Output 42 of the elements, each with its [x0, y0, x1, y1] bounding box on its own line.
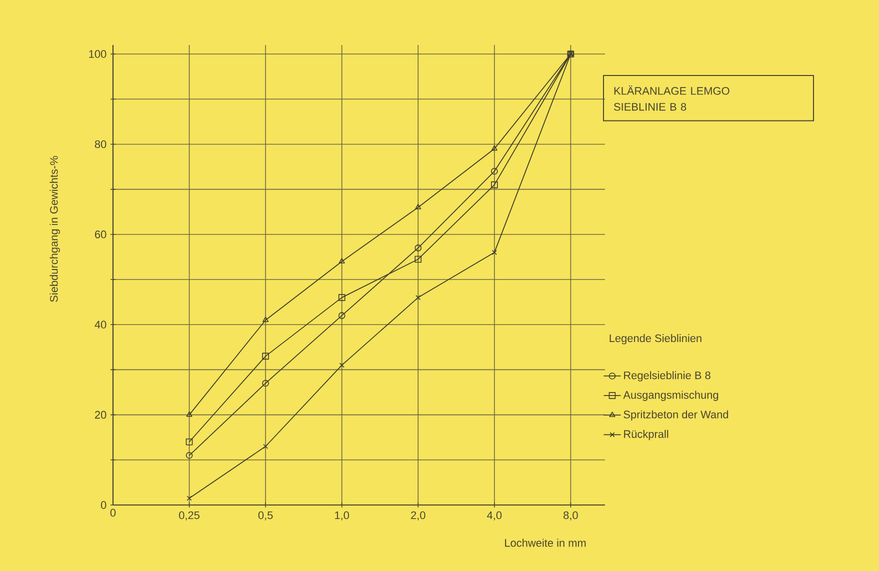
point [262, 316, 269, 322]
point [414, 244, 422, 252]
legend-label: Regelsieblinie B 8 [624, 371, 710, 382]
legend-label: Spritzbeton der Wand [624, 410, 728, 421]
x-axis-title: Lochweite in mm [505, 538, 586, 547]
x-tick-label: 1,0 [335, 511, 350, 520]
point [414, 256, 422, 263]
point [415, 204, 422, 210]
legend-label: Rückprall [624, 430, 668, 440]
x-tick-label: 8,0 [564, 511, 578, 520]
point [338, 312, 346, 319]
point [186, 496, 192, 501]
text: KLÄRANLAGE LEMGO [614, 85, 730, 95]
point [338, 258, 345, 264]
point [262, 380, 269, 387]
y-tick-label: 40 [94, 320, 106, 328]
point [262, 352, 269, 360]
y-tick-label: 80 [94, 140, 106, 148]
y-axis-title: Siebdurchgang in Gewichts-% [50, 156, 60, 302]
point [186, 438, 193, 446]
point [263, 444, 268, 449]
point [338, 294, 346, 301]
point [491, 181, 498, 188]
x-tick-label: 0,5 [258, 511, 273, 520]
legend-label: Ausgangsmischung [623, 390, 718, 401]
point [186, 411, 192, 417]
point [339, 362, 344, 368]
x-tick-label: 0 [110, 508, 116, 517]
text: SIEBLINIE B 8 [614, 102, 686, 111]
x-tick-label: 4,0 [487, 511, 502, 520]
x-tick-label: 2,0 [411, 511, 426, 520]
y-tick-label: 20 [95, 410, 106, 419]
y-tick-label: 100 [89, 50, 106, 58]
point [491, 168, 498, 175]
point [491, 145, 498, 151]
y-tick-label: 0 [100, 501, 106, 509]
point [186, 452, 193, 459]
point [492, 250, 497, 255]
y-tick-label: 60 [95, 230, 106, 238]
x-tick-label: 0,25 [179, 511, 200, 520]
point [416, 295, 421, 300]
legend-title: Legende Sieblinien [610, 334, 702, 344]
